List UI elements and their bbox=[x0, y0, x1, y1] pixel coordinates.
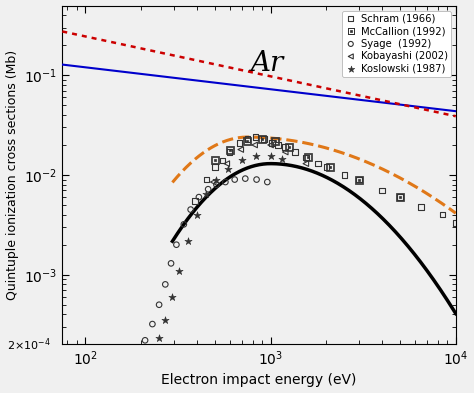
Kobayashi (2002) bbox=[251, 142, 258, 148]
Schram (1966) bbox=[252, 134, 259, 140]
Syage  (1992) bbox=[241, 175, 249, 182]
McCallion (1992) bbox=[305, 154, 312, 161]
McCallion (1992) bbox=[271, 138, 278, 144]
Koslowski (1987) bbox=[252, 153, 259, 159]
Koslowski (1987) bbox=[213, 176, 220, 183]
Koslowski (1987) bbox=[193, 211, 201, 218]
McCallion (1992) bbox=[226, 146, 233, 152]
Syage  (1992) bbox=[167, 260, 175, 266]
McCallion (1992) bbox=[355, 176, 363, 183]
Koslowski (1987) bbox=[169, 294, 176, 300]
Schram (1966) bbox=[291, 149, 299, 155]
Koslowski (1987) bbox=[238, 157, 246, 163]
Schram (1966) bbox=[211, 164, 219, 170]
Koslowski (1987) bbox=[162, 317, 169, 323]
Schram (1966) bbox=[191, 198, 199, 204]
Text: $2{\times}10^{-4}$: $2{\times}10^{-4}$ bbox=[8, 336, 51, 353]
Koslowski (1987) bbox=[278, 156, 286, 162]
Schram (1966) bbox=[322, 164, 330, 170]
Syage  (1992) bbox=[231, 176, 238, 183]
Y-axis label: Quintuple ionization cross sections (Mb): Quintuple ionization cross sections (Mb) bbox=[6, 50, 18, 300]
Syage  (1992) bbox=[204, 186, 212, 192]
Syage  (1992) bbox=[195, 194, 203, 200]
Koslowski (1987) bbox=[155, 335, 163, 342]
Syage  (1992) bbox=[162, 281, 169, 288]
Schram (1966) bbox=[439, 211, 447, 218]
Syage  (1992) bbox=[264, 179, 271, 185]
Syage  (1992) bbox=[187, 206, 194, 213]
Schram (1966) bbox=[314, 160, 322, 167]
Koslowski (1987) bbox=[175, 268, 183, 274]
Koslowski (1987) bbox=[267, 153, 274, 159]
McCallion (1992) bbox=[327, 164, 334, 170]
Kobayashi (2002) bbox=[267, 142, 274, 148]
Schram (1966) bbox=[236, 140, 243, 146]
Syage  (1992) bbox=[253, 176, 260, 183]
Syage  (1992) bbox=[141, 337, 149, 343]
X-axis label: Electron impact energy (eV): Electron impact energy (eV) bbox=[161, 373, 357, 387]
McCallion (1992) bbox=[396, 194, 404, 200]
Koslowski (1987) bbox=[185, 237, 192, 244]
Text: Ar: Ar bbox=[250, 50, 283, 77]
Schram (1966) bbox=[274, 142, 282, 148]
Koslowski (1987) bbox=[202, 191, 210, 197]
McCallion (1992) bbox=[285, 144, 292, 151]
Legend: Schram (1966), McCallion (1992), Syage  (1992), Kobayashi (2002), Koslowski (198: Schram (1966), McCallion (1992), Syage (… bbox=[342, 11, 451, 77]
Syage  (1992) bbox=[180, 221, 188, 228]
Schram (1966) bbox=[260, 136, 268, 142]
Syage  (1992) bbox=[149, 321, 156, 327]
Kobayashi (2002) bbox=[237, 146, 245, 152]
Schram (1966) bbox=[340, 172, 348, 178]
Schram (1966) bbox=[417, 204, 425, 210]
Kobayashi (2002) bbox=[223, 160, 230, 167]
Schram (1966) bbox=[452, 220, 460, 226]
Syage  (1992) bbox=[213, 182, 220, 188]
Syage  (1992) bbox=[155, 301, 163, 308]
Schram (1966) bbox=[219, 157, 226, 163]
Schram (1966) bbox=[355, 176, 363, 183]
Syage  (1992) bbox=[173, 242, 180, 248]
Schram (1966) bbox=[244, 136, 251, 142]
Koslowski (1987) bbox=[224, 166, 232, 172]
Syage  (1992) bbox=[221, 179, 229, 185]
Kobayashi (2002) bbox=[282, 149, 289, 155]
Schram (1966) bbox=[202, 176, 210, 183]
Schram (1966) bbox=[282, 144, 289, 151]
Kobayashi (2002) bbox=[210, 179, 217, 185]
McCallion (1992) bbox=[244, 138, 251, 144]
McCallion (1992) bbox=[258, 136, 266, 142]
Kobayashi (2002) bbox=[302, 160, 310, 167]
McCallion (1992) bbox=[211, 157, 219, 163]
Schram (1966) bbox=[268, 140, 276, 146]
Schram (1966) bbox=[302, 154, 310, 161]
Schram (1966) bbox=[378, 187, 386, 194]
Schram (1966) bbox=[396, 194, 404, 200]
Schram (1966) bbox=[226, 149, 233, 155]
